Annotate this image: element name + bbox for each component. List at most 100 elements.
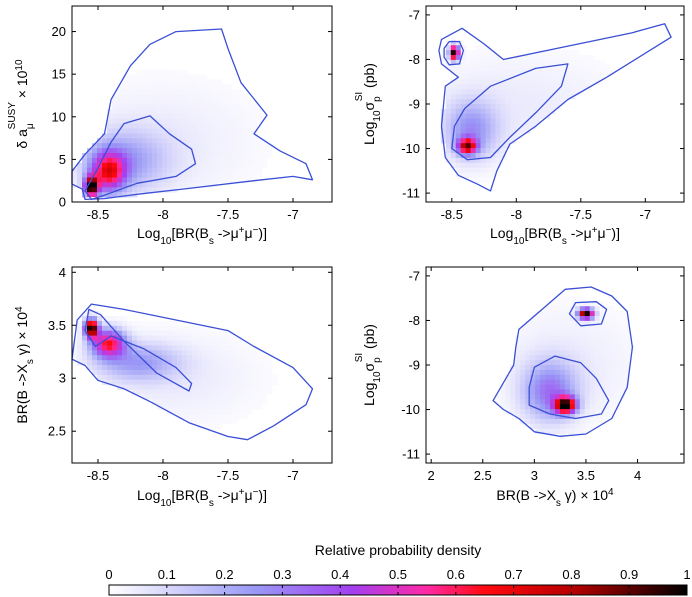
heat-cell [187,162,193,169]
heat-cell [97,148,103,154]
heat-cell [579,316,586,322]
heat-cell [267,360,273,366]
heat-cell [217,330,223,336]
heat-cell [157,89,163,95]
heat-cell [252,365,258,371]
heat-cell [564,394,571,400]
heat-cell [455,99,462,105]
heat-cell [624,320,630,327]
heat-cell [490,69,496,75]
heat-cell [594,355,601,361]
heat-cell [584,325,591,332]
heat-cell [490,133,496,139]
heat-cell [117,192,123,198]
heat-cell [102,330,108,336]
heat-cell [515,369,521,376]
heat-cell [202,345,208,351]
heat-cell [525,340,531,346]
heat-cell [142,118,148,124]
heat-cell [232,335,238,341]
heat-cell [569,311,576,317]
heat-cell [92,325,98,332]
y-tick-label: -11 [402,186,420,201]
heat-cell [604,389,610,395]
heat-cell [222,330,228,336]
heat-cell [77,320,83,327]
heat-cell [475,148,481,154]
heat-cell [242,153,248,159]
heat-cell [559,394,566,400]
y-tick-label: 0 [59,195,66,210]
heat-cell [574,320,581,327]
heat-cell [157,94,163,100]
heat-cell [604,316,610,322]
heat-cell [147,374,153,381]
heat-cell [237,374,243,381]
heat-cell [82,316,88,322]
heat-cell [540,89,546,95]
heat-cell [107,108,113,115]
heat-cell [97,369,103,376]
heat-cell [545,84,551,90]
heat-cell [564,379,571,385]
heat-cell [604,379,610,385]
heat-cell [574,384,581,390]
heat-cell [122,123,128,129]
heat-cell [127,89,133,95]
heat-cell [107,325,113,332]
heat-cell [212,379,218,385]
heat-cell [505,59,511,66]
heat-cell [237,104,243,110]
heat-cell [242,389,248,395]
heat-cell [475,69,481,75]
heat-cell [545,345,551,351]
heat-cell [237,162,243,169]
heat-cell [465,89,472,95]
heat-cell [609,345,615,351]
heat-cell [107,369,113,376]
heat-cell [207,360,213,366]
heat-cell [97,172,103,178]
heat-cell [127,167,133,173]
heat-cell [614,345,620,351]
heat-cell [127,335,133,341]
heat-cell [227,153,233,159]
heat-cell [470,55,477,61]
heat-cell [237,345,243,351]
heat-cell [177,69,183,75]
heat-cell [162,133,168,139]
heat-cell [207,182,213,188]
heat-cell [475,162,481,169]
heat-cell [505,379,511,385]
heat-cell [192,414,198,420]
heat-cell [515,55,521,61]
heat-cell [237,133,243,139]
heat-cell [147,108,153,115]
heat-cell [579,335,586,341]
heat-cell [500,64,506,71]
heat-cell [162,369,168,376]
heat-cell [584,306,591,312]
heat-cell [530,409,536,415]
heat-cell [202,379,208,385]
heat-cell [520,89,526,95]
heat-cell [525,418,531,425]
heat-cell [227,157,233,164]
heat-cell [72,172,78,178]
x-tick-label: -8 [511,207,523,222]
heat-cell [599,330,606,336]
heat-cell [475,79,481,85]
heat-cell [555,94,561,100]
heat-cell [505,384,511,390]
heat-cell [515,59,521,66]
heat-cell [545,399,551,405]
heat-cell [157,108,163,115]
heat-cell [525,74,531,80]
heat-cell [564,325,571,332]
heat-cell [555,59,561,66]
heat-cell [182,143,188,149]
heat-cell [147,330,153,336]
heat-cell [142,74,148,80]
heat-cell [604,355,610,361]
contour-small [443,40,465,66]
